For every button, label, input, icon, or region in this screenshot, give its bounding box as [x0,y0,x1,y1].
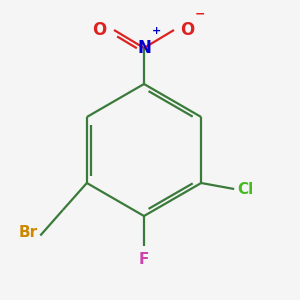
Text: N: N [137,39,151,57]
Text: O: O [180,21,194,39]
Text: Cl: Cl [237,182,254,196]
Text: +: + [152,26,161,36]
Text: O: O [92,21,106,39]
Text: Br: Br [18,225,37,240]
Text: −: − [195,8,206,21]
Text: F: F [139,252,149,267]
